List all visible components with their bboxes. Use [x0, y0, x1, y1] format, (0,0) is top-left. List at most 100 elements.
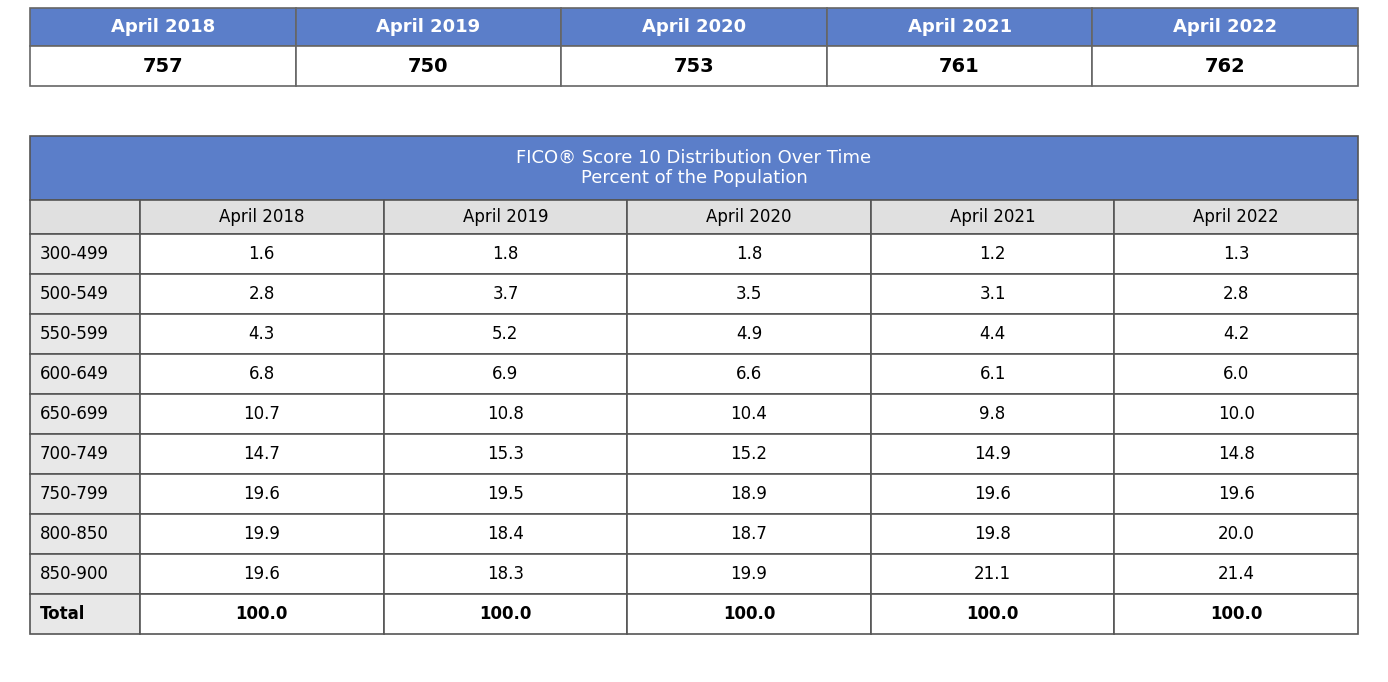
Text: 4.3: 4.3: [248, 325, 275, 343]
Bar: [627, 514, 870, 554]
Bar: [31, 514, 140, 554]
Text: 800-850: 800-850: [40, 525, 108, 543]
Text: April 2020: April 2020: [641, 18, 747, 36]
Bar: [1115, 234, 1357, 274]
Text: April 2019: April 2019: [462, 208, 548, 226]
Bar: [31, 46, 296, 86]
Text: 10.8: 10.8: [487, 405, 523, 423]
Text: FICO® Score 10 Distribution Over Time: FICO® Score 10 Distribution Over Time: [516, 149, 872, 167]
Bar: [383, 594, 627, 634]
Bar: [1115, 200, 1357, 234]
Text: 100.0: 100.0: [479, 605, 532, 623]
Bar: [627, 394, 870, 434]
Text: 10.4: 10.4: [730, 405, 768, 423]
Bar: [31, 554, 140, 594]
Text: 650-699: 650-699: [40, 405, 108, 423]
Text: 2.8: 2.8: [1223, 285, 1249, 303]
Text: 6.0: 6.0: [1223, 365, 1249, 383]
Text: 14.8: 14.8: [1217, 445, 1255, 463]
Text: 1.2: 1.2: [980, 245, 1006, 263]
Text: 14.9: 14.9: [974, 445, 1010, 463]
Text: April 2018: April 2018: [219, 208, 304, 226]
Text: April 2022: April 2022: [1194, 208, 1278, 226]
Text: 753: 753: [673, 57, 715, 76]
Text: 19.9: 19.9: [243, 525, 280, 543]
Bar: [296, 46, 561, 86]
Text: 3.5: 3.5: [736, 285, 762, 303]
Text: 19.6: 19.6: [243, 565, 280, 583]
Text: 6.1: 6.1: [980, 365, 1006, 383]
Text: 1.8: 1.8: [493, 245, 519, 263]
Text: Percent of the Population: Percent of the Population: [580, 169, 808, 187]
Text: 757: 757: [143, 57, 183, 76]
Bar: [870, 314, 1115, 354]
Bar: [870, 200, 1115, 234]
Bar: [383, 200, 627, 234]
Bar: [31, 314, 140, 354]
Bar: [383, 474, 627, 514]
Bar: [627, 274, 870, 314]
Text: 1.6: 1.6: [248, 245, 275, 263]
Text: 100.0: 100.0: [723, 605, 775, 623]
Text: 6.8: 6.8: [248, 365, 275, 383]
Text: April 2021: April 2021: [908, 18, 1012, 36]
Text: 850-900: 850-900: [40, 565, 108, 583]
Text: 4.9: 4.9: [736, 325, 762, 343]
Text: 18.9: 18.9: [730, 485, 768, 503]
Text: April 2021: April 2021: [949, 208, 1035, 226]
Text: 100.0: 100.0: [966, 605, 1019, 623]
Bar: [1115, 554, 1357, 594]
Text: 6.6: 6.6: [736, 365, 762, 383]
Text: 21.4: 21.4: [1217, 565, 1255, 583]
Bar: [383, 274, 627, 314]
Bar: [1115, 434, 1357, 474]
Bar: [870, 474, 1115, 514]
Text: Total: Total: [40, 605, 86, 623]
Bar: [870, 594, 1115, 634]
Bar: [140, 394, 383, 434]
Text: 19.6: 19.6: [243, 485, 280, 503]
Text: 762: 762: [1205, 57, 1245, 76]
Text: 10.0: 10.0: [1217, 405, 1255, 423]
Bar: [31, 234, 140, 274]
Bar: [1092, 46, 1357, 86]
Text: 600-649: 600-649: [40, 365, 108, 383]
Bar: [31, 200, 140, 234]
Bar: [140, 200, 383, 234]
Text: 18.3: 18.3: [487, 565, 523, 583]
Text: 761: 761: [940, 57, 980, 76]
Bar: [31, 354, 140, 394]
Bar: [627, 594, 870, 634]
Bar: [1115, 394, 1357, 434]
Text: 1.8: 1.8: [736, 245, 762, 263]
Text: 3.1: 3.1: [980, 285, 1006, 303]
Bar: [31, 594, 140, 634]
Bar: [383, 354, 627, 394]
Bar: [31, 394, 140, 434]
Bar: [1115, 274, 1357, 314]
Bar: [627, 234, 870, 274]
Text: 2.8: 2.8: [248, 285, 275, 303]
Bar: [1115, 594, 1357, 634]
Bar: [627, 434, 870, 474]
Bar: [140, 554, 383, 594]
Text: 300-499: 300-499: [40, 245, 110, 263]
Bar: [31, 8, 296, 46]
Text: April 2022: April 2022: [1173, 18, 1277, 36]
Bar: [383, 394, 627, 434]
Text: 15.3: 15.3: [487, 445, 523, 463]
Bar: [870, 234, 1115, 274]
Bar: [1092, 8, 1357, 46]
Bar: [383, 234, 627, 274]
Text: 18.4: 18.4: [487, 525, 523, 543]
Bar: [140, 234, 383, 274]
Text: 700-749: 700-749: [40, 445, 108, 463]
Bar: [561, 8, 827, 46]
Text: 10.7: 10.7: [243, 405, 280, 423]
Bar: [627, 200, 870, 234]
Text: 21.1: 21.1: [974, 565, 1012, 583]
Bar: [627, 314, 870, 354]
Bar: [1115, 474, 1357, 514]
Bar: [827, 46, 1092, 86]
Bar: [870, 434, 1115, 474]
